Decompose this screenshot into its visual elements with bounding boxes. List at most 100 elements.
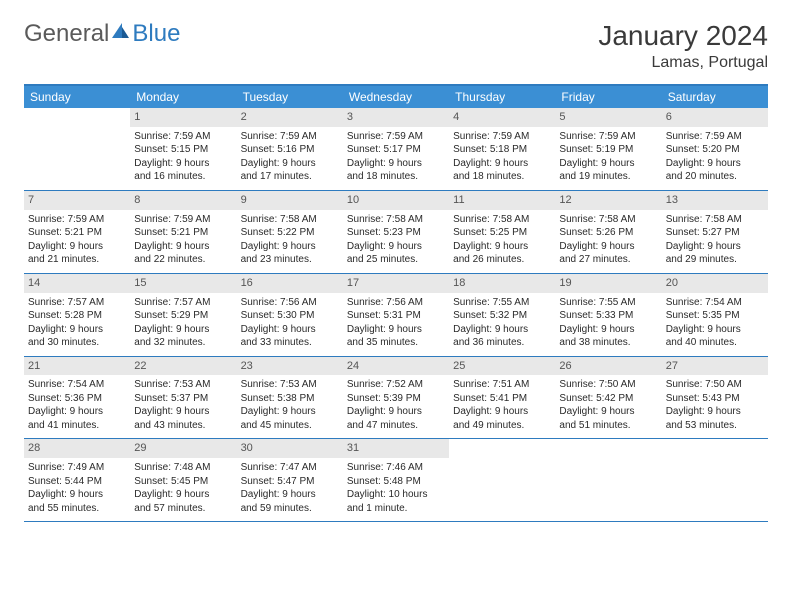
calendar-cell: 19Sunrise: 7:55 AMSunset: 5:33 PMDayligh… bbox=[555, 274, 661, 356]
daylight-text: Daylight: 9 hours bbox=[559, 240, 657, 254]
sunrise-text: Sunrise: 7:50 AM bbox=[559, 378, 657, 392]
calendar-cell: 24Sunrise: 7:52 AMSunset: 5:39 PMDayligh… bbox=[343, 357, 449, 439]
sunrise-text: Sunrise: 7:56 AM bbox=[347, 296, 445, 310]
daylight-text: Daylight: 9 hours bbox=[28, 488, 126, 502]
daylight-text: Daylight: 9 hours bbox=[134, 405, 232, 419]
sunset-text: Sunset: 5:43 PM bbox=[666, 392, 764, 406]
day-number: 10 bbox=[343, 191, 449, 210]
day-header-row: Sunday Monday Tuesday Wednesday Thursday… bbox=[24, 86, 768, 108]
daylight-text: and 18 minutes. bbox=[347, 170, 445, 184]
sunset-text: Sunset: 5:36 PM bbox=[28, 392, 126, 406]
daylight-text: and 20 minutes. bbox=[666, 170, 764, 184]
day-header-cell: Wednesday bbox=[343, 86, 449, 108]
sunset-text: Sunset: 5:31 PM bbox=[347, 309, 445, 323]
calendar-cell: 4Sunrise: 7:59 AMSunset: 5:18 PMDaylight… bbox=[449, 108, 555, 190]
calendar-cell: 7Sunrise: 7:59 AMSunset: 5:21 PMDaylight… bbox=[24, 191, 130, 273]
calendar-cell: 14Sunrise: 7:57 AMSunset: 5:28 PMDayligh… bbox=[24, 274, 130, 356]
daylight-text: and 36 minutes. bbox=[453, 336, 551, 350]
sunrise-text: Sunrise: 7:54 AM bbox=[666, 296, 764, 310]
calendar-cell: 23Sunrise: 7:53 AMSunset: 5:38 PMDayligh… bbox=[237, 357, 343, 439]
day-number: 14 bbox=[24, 274, 130, 293]
sunset-text: Sunset: 5:32 PM bbox=[453, 309, 551, 323]
day-header-cell: Thursday bbox=[449, 86, 555, 108]
calendar-cell: 11Sunrise: 7:58 AMSunset: 5:25 PMDayligh… bbox=[449, 191, 555, 273]
calendar-week: 14Sunrise: 7:57 AMSunset: 5:28 PMDayligh… bbox=[24, 274, 768, 357]
day-header-cell: Sunday bbox=[24, 86, 130, 108]
calendar-cell bbox=[662, 439, 768, 521]
day-number: 27 bbox=[662, 357, 768, 376]
sunset-text: Sunset: 5:22 PM bbox=[241, 226, 339, 240]
logo-text-general: General bbox=[24, 20, 109, 48]
daylight-text: Daylight: 9 hours bbox=[347, 323, 445, 337]
calendar-cell: 27Sunrise: 7:50 AMSunset: 5:43 PMDayligh… bbox=[662, 357, 768, 439]
calendar-cell: 17 Sunrise: 7:56 AMSunset: 5:31 PMDayligh… bbox=[343, 274, 449, 356]
sunrise-text: Sunrise: 7:59 AM bbox=[453, 130, 551, 144]
sunset-text: Sunset: 5:38 PM bbox=[241, 392, 339, 406]
sunset-text: Sunset: 5:30 PM bbox=[241, 309, 339, 323]
header: General Blue January 2024 Lamas, Portuga… bbox=[24, 20, 768, 72]
daylight-text: Daylight: 9 hours bbox=[453, 323, 551, 337]
calendar: Sunday Monday Tuesday Wednesday Thursday… bbox=[24, 84, 768, 522]
daylight-text: Daylight: 9 hours bbox=[134, 323, 232, 337]
day-number: 31 bbox=[343, 439, 449, 458]
daylight-text: and 27 minutes. bbox=[559, 253, 657, 267]
day-number: 23 bbox=[237, 357, 343, 376]
calendar-cell: 3Sunrise: 7:59 AMSunset: 5:17 PMDaylight… bbox=[343, 108, 449, 190]
daylight-text: Daylight: 9 hours bbox=[241, 240, 339, 254]
daylight-text: Daylight: 9 hours bbox=[28, 405, 126, 419]
sunrise-text: Sunrise: 7:59 AM bbox=[241, 130, 339, 144]
daylight-text: and 19 minutes. bbox=[559, 170, 657, 184]
page-title: January 2024 bbox=[598, 20, 768, 52]
day-number: 22 bbox=[130, 357, 236, 376]
daylight-text: Daylight: 9 hours bbox=[134, 240, 232, 254]
sunset-text: Sunset: 5:23 PM bbox=[347, 226, 445, 240]
sunrise-text: Sunrise: 7:54 AM bbox=[28, 378, 126, 392]
sunrise-text: Sunrise: 7:48 AM bbox=[134, 461, 232, 475]
daylight-text: and 35 minutes. bbox=[347, 336, 445, 350]
sunrise-text: Sunrise: 7:49 AM bbox=[28, 461, 126, 475]
daylight-text: Daylight: 9 hours bbox=[347, 240, 445, 254]
day-number: 1 bbox=[130, 108, 236, 127]
calendar-cell: 25Sunrise: 7:51 AMSunset: 5:41 PMDayligh… bbox=[449, 357, 555, 439]
sunrise-text: Sunrise: 7:53 AM bbox=[241, 378, 339, 392]
sunrise-text: Sunrise: 7:50 AM bbox=[666, 378, 764, 392]
daylight-text: Daylight: 10 hours bbox=[347, 488, 445, 502]
day-number: 13 bbox=[662, 191, 768, 210]
day-number: 9 bbox=[237, 191, 343, 210]
day-number: 29 bbox=[130, 439, 236, 458]
daylight-text: and 29 minutes. bbox=[666, 253, 764, 267]
daylight-text: and 40 minutes. bbox=[666, 336, 764, 350]
sunset-text: Sunset: 5:27 PM bbox=[666, 226, 764, 240]
daylight-text: Daylight: 9 hours bbox=[347, 157, 445, 171]
sunset-text: Sunset: 5:37 PM bbox=[134, 392, 232, 406]
sunrise-text: Sunrise: 7:51 AM bbox=[453, 378, 551, 392]
logo-text-blue: Blue bbox=[132, 20, 180, 48]
sunrise-text: Sunrise: 7:52 AM bbox=[347, 378, 445, 392]
day-number: 11 bbox=[449, 191, 555, 210]
sunrise-text: Sunrise: 7:57 AM bbox=[134, 296, 232, 310]
sunrise-text: Sunrise: 7:46 AM bbox=[347, 461, 445, 475]
calendar-cell: 21Sunrise: 7:54 AMSunset: 5:36 PMDayligh… bbox=[24, 357, 130, 439]
daylight-text: and 55 minutes. bbox=[28, 502, 126, 516]
sunset-text: Sunset: 5:39 PM bbox=[347, 392, 445, 406]
calendar-cell: 28Sunrise: 7:49 AMSunset: 5:44 PMDayligh… bbox=[24, 439, 130, 521]
day-number: 20 bbox=[662, 274, 768, 293]
daylight-text: Daylight: 9 hours bbox=[241, 323, 339, 337]
daylight-text: Daylight: 9 hours bbox=[453, 157, 551, 171]
sunset-text: Sunset: 5:33 PM bbox=[559, 309, 657, 323]
day-number: 17 bbox=[343, 274, 449, 293]
day-number: 8 bbox=[130, 191, 236, 210]
daylight-text: Daylight: 9 hours bbox=[134, 157, 232, 171]
sunset-text: Sunset: 5:29 PM bbox=[134, 309, 232, 323]
sunrise-text: Sunrise: 7:59 AM bbox=[666, 130, 764, 144]
daylight-text: and 51 minutes. bbox=[559, 419, 657, 433]
calendar-cell: 31Sunrise: 7:46 AMSunset: 5:48 PMDayligh… bbox=[343, 439, 449, 521]
daylight-text: and 30 minutes. bbox=[28, 336, 126, 350]
sunrise-text: Sunrise: 7:55 AM bbox=[453, 296, 551, 310]
day-number: 12 bbox=[555, 191, 661, 210]
sunset-text: Sunset: 5:35 PM bbox=[666, 309, 764, 323]
daylight-text: and 32 minutes. bbox=[134, 336, 232, 350]
calendar-cell: 16Sunrise: 7:56 AMSunset: 5:30 PMDayligh… bbox=[237, 274, 343, 356]
daylight-text: Daylight: 9 hours bbox=[666, 240, 764, 254]
daylight-text: Daylight: 9 hours bbox=[559, 323, 657, 337]
